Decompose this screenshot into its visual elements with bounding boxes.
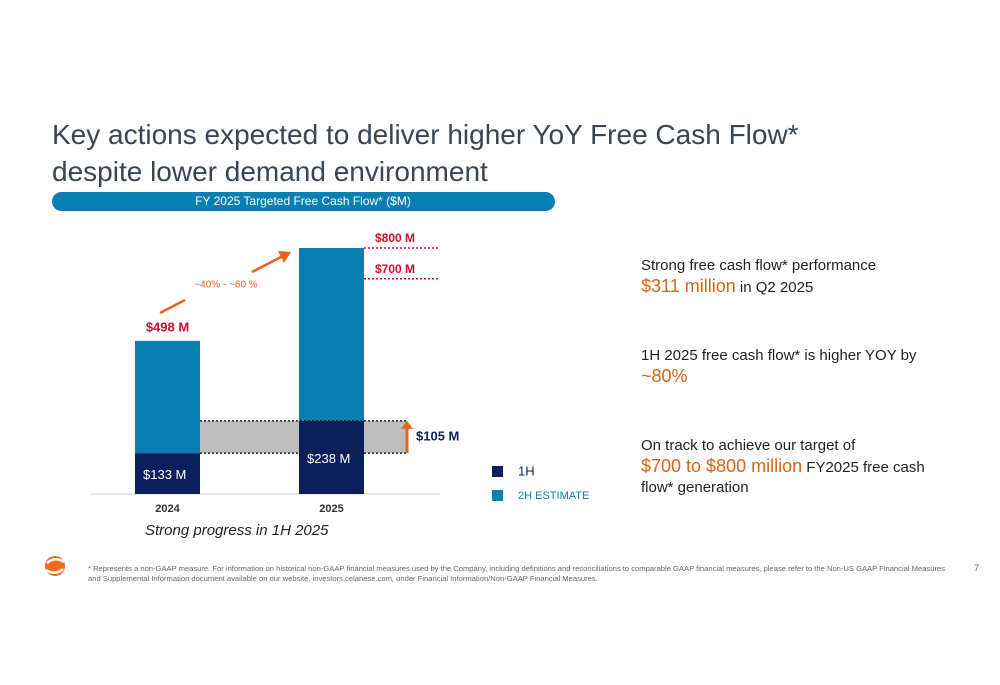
title: Key actions expected to deliver higher Y… xyxy=(52,116,799,190)
point-text: Strong free cash flow* performance xyxy=(641,257,877,274)
page-number: 7 xyxy=(974,563,980,573)
legend-swatch xyxy=(492,490,503,501)
legend-label: 2H ESTIMATE xyxy=(518,490,589,502)
bar-segment xyxy=(299,420,364,494)
growth-arrow xyxy=(159,298,186,315)
x-tick-label: 2025 xyxy=(319,503,343,515)
total-label: $498 M xyxy=(146,319,189,334)
target-label: $700 M xyxy=(375,262,415,276)
key-points: Strong free cash flow* performance $311 … xyxy=(641,256,951,546)
point: 1H 2025 free cash flow* is higher YOY by… xyxy=(641,346,951,388)
highlight: $311 million xyxy=(641,276,736,296)
highlight: ~80% xyxy=(641,366,688,386)
title-line: Key actions expected to deliver higher Y… xyxy=(52,119,799,150)
arrow-head xyxy=(278,251,291,263)
title-line: despite lower demand environment xyxy=(52,156,488,187)
bar-segment xyxy=(135,453,200,494)
arrow-head xyxy=(401,420,413,429)
value-label: $133 M xyxy=(143,467,186,482)
point: On track to achieve our target of $700 t… xyxy=(641,436,951,498)
growth-label: ~40% - ~60 % xyxy=(194,280,257,291)
banner xyxy=(52,192,555,211)
logo xyxy=(45,556,65,576)
caption: Strong progress in 1H 2025 xyxy=(145,522,329,539)
point-text: 1H 2025 free cash flow* is higher YOY by xyxy=(641,347,917,364)
legend-swatch xyxy=(492,466,503,477)
bar-segment xyxy=(299,248,364,421)
banner-text: FY 2025 Targeted Free Cash Flow* ($M) xyxy=(195,194,411,208)
bar-segment xyxy=(135,340,200,454)
difference-label: $105 M xyxy=(416,428,459,443)
highlight: $700 to $800 million xyxy=(641,456,803,476)
legend-label: 1H xyxy=(518,463,535,478)
point-text: in Q2 2025 xyxy=(735,279,814,296)
point: Strong free cash flow* performance $311 … xyxy=(641,256,951,298)
point-text: FY2025 free cash flow* generation xyxy=(641,459,925,496)
target-label: $800 M xyxy=(375,231,415,245)
growth-arrow xyxy=(251,254,284,274)
x-tick-label: 2024 xyxy=(155,503,180,515)
point-text: On track to achieve our target of xyxy=(641,437,856,454)
footnote: * Represents a non-GAAP measure. For inf… xyxy=(88,564,945,583)
value-label: $238 M xyxy=(307,451,350,466)
